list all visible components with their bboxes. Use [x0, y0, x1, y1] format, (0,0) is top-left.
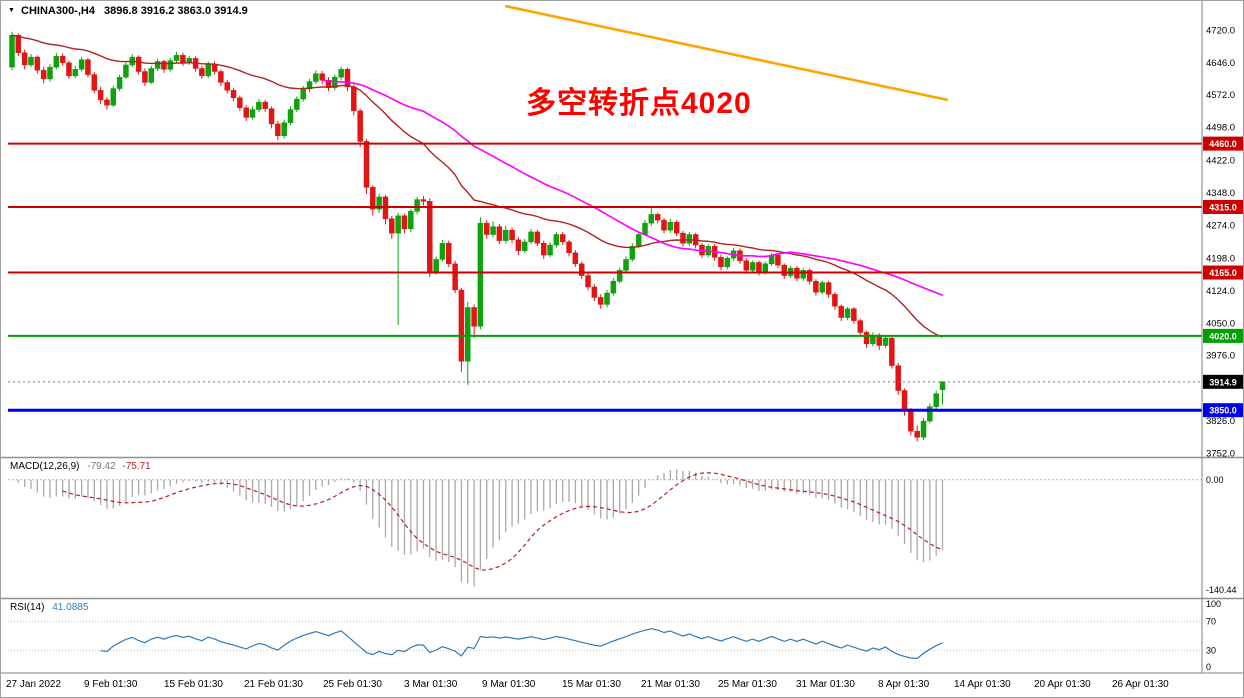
- rsi-name: RSI(14): [10, 602, 45, 613]
- svg-text:26 Apr 01:30: 26 Apr 01:30: [1112, 679, 1169, 690]
- svg-text:15 Feb 01:30: 15 Feb 01:30: [164, 679, 223, 690]
- svg-text:15 Mar 01:30: 15 Mar 01:30: [562, 679, 621, 690]
- svg-text:4020.0: 4020.0: [1209, 331, 1237, 341]
- svg-text:3976.0: 3976.0: [1206, 351, 1235, 362]
- macd-signal-value: -75.71: [122, 461, 151, 472]
- svg-text:31 Mar 01:30: 31 Mar 01:30: [796, 679, 855, 690]
- svg-text:3752.0: 3752.0: [1206, 449, 1235, 460]
- svg-text:3 Mar 01:30: 3 Mar 01:30: [404, 679, 458, 690]
- svg-text:4315.0: 4315.0: [1209, 202, 1237, 212]
- svg-text:3826.0: 3826.0: [1206, 416, 1235, 427]
- macd-main-value: -79.42: [87, 461, 116, 472]
- svg-text:4348.0: 4348.0: [1206, 188, 1235, 199]
- svg-text:14 Apr 01:30: 14 Apr 01:30: [954, 679, 1011, 690]
- svg-text:3914.9: 3914.9: [1209, 377, 1237, 387]
- rsi-line: [100, 628, 943, 660]
- svg-text:4460.0: 4460.0: [1209, 139, 1237, 149]
- svg-text:100: 100: [1206, 599, 1221, 609]
- rsi-value: 41.0885: [52, 602, 89, 613]
- svg-text:4646.0: 4646.0: [1206, 58, 1235, 69]
- svg-text:30: 30: [1206, 645, 1216, 655]
- svg-text:27 Jan 2022: 27 Jan 2022: [6, 679, 61, 690]
- rsi-indicator-label: RSI(14) 41.0885: [10, 602, 88, 613]
- one-click-trading-icon[interactable]: ▼: [8, 7, 15, 14]
- svg-text:21 Mar 01:30: 21 Mar 01:30: [641, 679, 700, 690]
- svg-text:4198.0: 4198.0: [1206, 254, 1235, 265]
- svg-text:4274.0: 4274.0: [1206, 220, 1235, 231]
- chart-annotation-text[interactable]: 多空转折点4020: [526, 87, 752, 120]
- svg-text:9 Mar 01:30: 9 Mar 01:30: [482, 679, 536, 690]
- svg-text:25 Feb 01:30: 25 Feb 01:30: [323, 679, 382, 690]
- support-resistance-lines[interactable]: [8, 142, 1202, 412]
- svg-text:4050.0: 4050.0: [1206, 318, 1235, 329]
- macd-panel: 0.00 -140.44: [8, 469, 1237, 595]
- svg-text:4422.0: 4422.0: [1206, 156, 1235, 167]
- svg-text:4165.0: 4165.0: [1209, 268, 1237, 278]
- svg-text:4124.0: 4124.0: [1206, 286, 1235, 297]
- macd-indicator-label: MACD(12,26,9) -79.42 -75.71: [10, 461, 151, 472]
- svg-text:21 Feb 01:30: 21 Feb 01:30: [244, 679, 303, 690]
- svg-text:-140.44: -140.44: [1206, 585, 1237, 595]
- ohlc-values: 3896.8 3916.2 3863.0 3914.9: [104, 5, 248, 17]
- trendline-object[interactable]: [504, 4, 949, 102]
- svg-text:0.00: 0.00: [1206, 475, 1224, 485]
- svg-text:4720.0: 4720.0: [1206, 26, 1235, 37]
- macd-name: MACD(12,26,9): [10, 461, 80, 472]
- svg-text:20 Apr 01:30: 20 Apr 01:30: [1034, 679, 1091, 690]
- macd-signal-line: [62, 472, 943, 571]
- svg-text:25 Mar 01:30: 25 Mar 01:30: [718, 679, 777, 690]
- price-axis[interactable]: 4720.0 4646.0 4572.0 4498.0 4422.0 4348.0 4274…: [1203, 26, 1243, 460]
- svg-text:8 Apr 01:30: 8 Apr 01:30: [878, 679, 930, 690]
- ma-slow-line: [322, 79, 943, 296]
- svg-text:0: 0: [1206, 662, 1211, 672]
- rsi-panel: 100 70 30 0: [8, 599, 1221, 672]
- moving-averages: [11, 34, 943, 338]
- time-axis[interactable]: 27 Jan 2022 9 Feb 01:30 15 Feb 01:30 21 Feb…: [6, 679, 1169, 690]
- symbol-label: CHINA300-,H4: [21, 5, 95, 17]
- svg-text:4498.0: 4498.0: [1206, 123, 1235, 134]
- svg-text:70: 70: [1206, 617, 1216, 627]
- symbol-ohlc-header: ▼ CHINA300-,H4 3896.8 3916.2 3863.0 3914…: [8, 5, 248, 17]
- svg-text:4572.0: 4572.0: [1206, 90, 1235, 101]
- svg-text:3850.0: 3850.0: [1209, 406, 1237, 416]
- svg-text:9 Feb 01:30: 9 Feb 01:30: [84, 679, 138, 690]
